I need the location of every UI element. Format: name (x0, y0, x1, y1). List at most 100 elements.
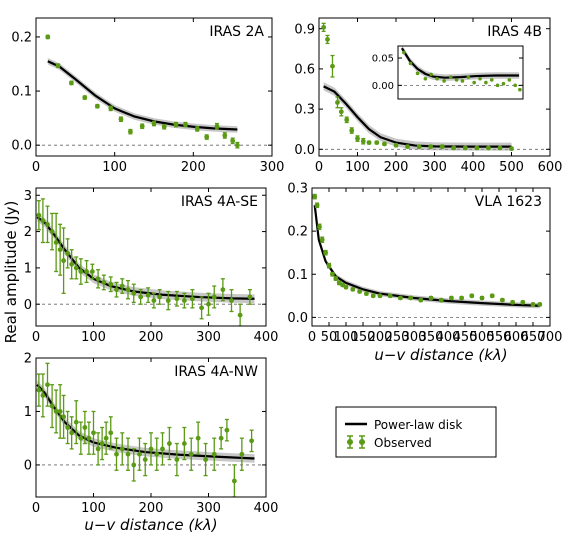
observed-point (247, 289, 253, 305)
observed-point (416, 144, 422, 150)
observed-point (36, 373, 42, 407)
observed-marker (442, 79, 446, 83)
observed-point (183, 121, 188, 128)
x-tick-label: 500 (470, 330, 495, 345)
observed-point (350, 286, 356, 292)
observed-point (497, 145, 503, 151)
observed-marker (61, 414, 66, 420)
observed-marker (472, 80, 476, 85)
observed-point (89, 263, 95, 280)
panel-data (36, 198, 255, 326)
observed-marker (462, 145, 468, 151)
observed-marker (323, 250, 328, 256)
observed-point (119, 432, 125, 466)
observed-point (45, 34, 51, 40)
observed-point (73, 400, 79, 445)
model-line (313, 205, 540, 307)
observed-marker (45, 221, 50, 227)
x-tick-label: 600 (504, 330, 529, 345)
observed-marker (478, 76, 482, 81)
observed-marker (82, 95, 88, 100)
y-tick-label: 1 (24, 261, 32, 276)
observed-point (222, 132, 228, 139)
y-tick-label: 0.0 (294, 143, 315, 158)
observed-marker (466, 75, 471, 79)
observed-point (343, 284, 349, 290)
observed-marker (181, 298, 187, 303)
observed-point (173, 121, 179, 128)
observed-marker (57, 247, 63, 253)
observed-point (338, 107, 344, 117)
observed-marker (194, 126, 200, 132)
y-axis-label: Real amplitude (Jy) (2, 201, 20, 344)
observed-point (330, 54, 335, 78)
x-tick-label: 100 (81, 330, 106, 345)
observed-point (478, 76, 482, 81)
observed-marker (451, 145, 457, 151)
observed-point (103, 421, 109, 455)
observed-marker (429, 72, 434, 77)
x-tick-label: 400 (254, 330, 279, 345)
observed-point (326, 262, 332, 269)
observed-marker (57, 409, 63, 414)
panel-data (36, 362, 255, 497)
observed-point (234, 141, 240, 149)
panel-frame (35, 17, 273, 157)
observed-marker (326, 263, 332, 269)
observed-point (429, 72, 434, 77)
observed-marker (231, 478, 237, 484)
y-tick-label: 0.00 (372, 81, 394, 92)
observed-marker (160, 446, 165, 452)
model-line (323, 85, 512, 148)
observed-marker (317, 224, 322, 230)
x-tick-label: 250 (385, 330, 410, 345)
observed-marker (211, 451, 217, 457)
observed-marker (355, 136, 360, 141)
observed-point (484, 80, 488, 85)
observed-marker (398, 295, 403, 301)
y-tick-label: 0 (24, 458, 32, 473)
observed-point (125, 279, 131, 300)
panel-iras-4a-se: 0 1 2 3 0 100 200 300 400 IRAS 4A-SE (24, 187, 279, 345)
observed-marker (157, 294, 163, 300)
observed-point (69, 249, 75, 280)
observed-point (65, 238, 71, 269)
x-tick-label: 200 (368, 330, 393, 345)
observed-point (423, 76, 428, 81)
observed-marker (486, 145, 491, 151)
observed-marker (174, 457, 180, 462)
observed-marker (335, 100, 340, 105)
observed-point (377, 293, 383, 299)
observed-point (314, 202, 320, 209)
panel-title: VLA 1623 (475, 194, 542, 210)
observed-point (509, 146, 514, 152)
observed-point (138, 289, 144, 305)
observed-marker (405, 144, 410, 150)
observed-point (317, 223, 322, 231)
observed-marker (61, 258, 66, 264)
observed-marker (78, 435, 84, 441)
observed-point (344, 116, 350, 124)
observed-point (127, 128, 133, 135)
x-tick-label: 0 (308, 330, 316, 345)
observed-marker (520, 299, 526, 305)
observed-point (428, 144, 434, 150)
observed-marker (108, 281, 114, 287)
observed-point (45, 205, 50, 244)
y-tick-label: 0.0 (11, 139, 32, 154)
observed-marker (435, 76, 439, 81)
x-axis-label-right: u−v distance (kλ) (374, 346, 507, 364)
observed-point (330, 271, 335, 277)
observed-point (65, 410, 71, 445)
x-tick-label: 50 (321, 330, 338, 345)
observed-marker (190, 296, 195, 302)
observed-point (36, 200, 42, 231)
observed-point (366, 140, 372, 146)
observed-point (82, 410, 88, 445)
observed-point (507, 78, 512, 82)
observed-marker (84, 269, 89, 274)
observed-point (323, 249, 328, 256)
observed-point (53, 389, 59, 434)
observed-point (84, 259, 89, 284)
observed-marker (507, 78, 512, 82)
